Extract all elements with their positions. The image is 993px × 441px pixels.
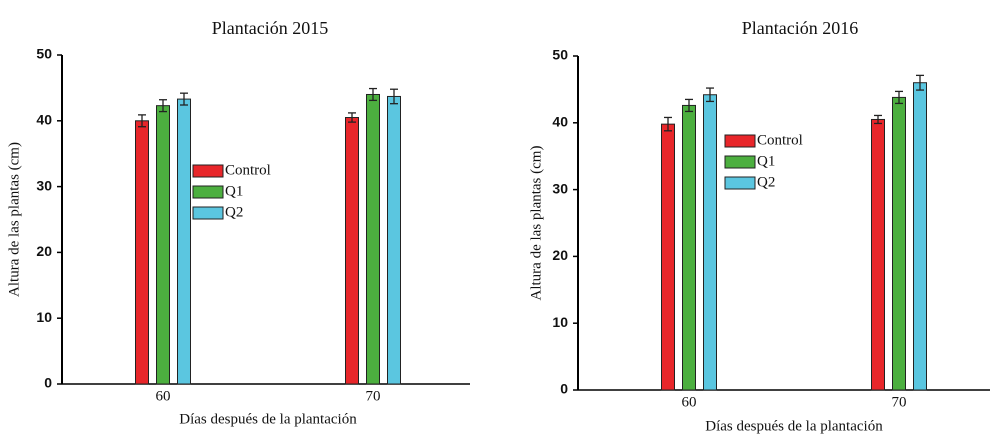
chart-title: Plantación 2015 — [212, 18, 328, 38]
y-axis-label: Altura de las plantas (cm) — [6, 142, 22, 297]
bar — [871, 118, 885, 391]
bar — [387, 95, 401, 385]
bar — [913, 82, 927, 391]
chart-title: Plantación 2016 — [742, 18, 858, 38]
bar — [661, 123, 675, 391]
x-tick-label: 60 — [682, 394, 697, 410]
legend-label: Q1 — [757, 153, 775, 169]
legend-swatch — [724, 176, 756, 190]
x-tick-label: 60 — [156, 388, 171, 404]
legend-swatch — [192, 206, 224, 220]
y-tick-label: 0 — [44, 375, 52, 391]
error-bar — [916, 74, 924, 91]
y-tick-label: 40 — [552, 114, 568, 130]
error-bar — [685, 98, 693, 113]
bar — [366, 93, 380, 385]
bar — [703, 94, 717, 391]
legend-swatch — [724, 155, 756, 169]
y-tick-label: 20 — [36, 243, 52, 259]
x-tick-label: 70 — [892, 394, 907, 410]
legend-swatch — [724, 134, 756, 148]
bar — [135, 120, 149, 385]
x-axis-label: Días después de la plantación — [179, 411, 357, 427]
x-tick-label: 70 — [366, 388, 381, 404]
error-bar — [159, 99, 167, 113]
y-tick-label: 10 — [552, 314, 568, 330]
legend-label: Q2 — [225, 204, 243, 220]
legend-swatch — [192, 164, 224, 178]
bar — [682, 104, 696, 391]
y-tick-label: 0 — [560, 381, 568, 397]
bar — [177, 98, 191, 385]
y-tick-label: 30 — [552, 180, 568, 196]
y-tick-label: 50 — [36, 46, 52, 62]
y-tick-label: 30 — [36, 177, 52, 193]
legend-swatch — [192, 185, 224, 199]
y-tick-label: 10 — [36, 309, 52, 325]
legend-label: Q2 — [757, 174, 775, 190]
legend-label: Control — [757, 132, 803, 148]
error-bar — [874, 114, 882, 125]
error-bar — [348, 112, 356, 123]
error-bar — [369, 87, 377, 102]
y-tick-label: 40 — [36, 112, 52, 128]
y-tick-label: 20 — [552, 247, 568, 263]
error-bar — [895, 90, 903, 105]
error-bar — [390, 88, 398, 105]
error-bar — [664, 116, 672, 132]
error-bar — [138, 114, 146, 128]
bar — [345, 117, 359, 385]
error-bar — [180, 92, 188, 106]
legend-label: Q1 — [225, 183, 243, 199]
bar — [156, 105, 170, 385]
legend-label: Control — [225, 162, 271, 178]
x-axis-label: Días después de la plantación — [705, 418, 883, 434]
bar — [892, 96, 906, 391]
y-axis-label: Altura de las plantas (cm) — [528, 146, 544, 301]
y-tick-label: 50 — [552, 47, 568, 63]
error-bar — [706, 87, 714, 103]
